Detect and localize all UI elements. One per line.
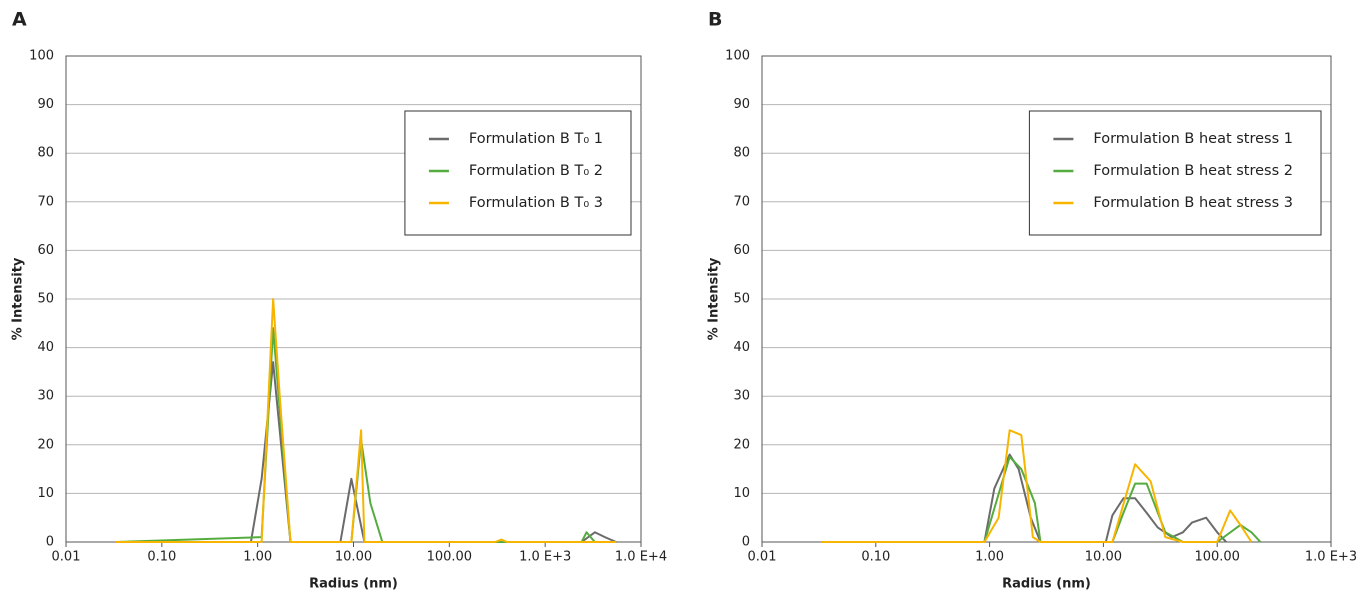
x-tick-label: 1.0 E+3 [1305,550,1356,565]
x-tick-label: 10.00 [335,550,372,565]
y-tick-label: 30 [37,389,54,404]
legend-label: Formulation B T₀ 1 [469,131,603,147]
x-tick-label: 1.0 E+3 [519,550,571,565]
series-line [115,327,617,543]
y-tick-label: 60 [37,243,54,258]
legend-box [1028,110,1322,236]
y-tick-label: 80 [733,146,750,161]
y-tick-label: 0 [46,535,54,550]
y-tick-label: 0 [742,535,750,550]
series-line [821,429,1253,543]
legend-label: Formulation B heat stress 1 [1093,131,1293,147]
x-tick-label: 0.10 [147,550,176,565]
x-tick-label: 100.00 [427,550,473,565]
legend-label: Formulation B T₀ 2 [469,163,603,179]
y-tick-label: 90 [37,97,54,112]
y-tick-label: 70 [733,194,750,209]
y-tick-label: 50 [733,292,750,307]
x-tick-label: 0.01 [748,550,777,565]
y-tick-label: 70 [37,194,54,209]
series-line [821,455,1262,543]
y-tick-label: 30 [733,389,750,404]
x-axis-title: Radius (nm) [1002,577,1091,592]
legend-label: Formulation B heat stress 2 [1093,163,1293,179]
x-tick-label: 1.0 E+4 [615,550,667,565]
series-line [115,298,617,543]
y-tick-label: 100 [29,49,54,64]
x-tick-label: 10.00 [1085,550,1122,565]
panel-label: B [708,9,722,31]
x-tick-label: 100.00 [1194,550,1240,565]
x-tick-label: 1.00 [975,550,1004,565]
y-tick-label: 10 [733,486,750,501]
y-tick-label: 80 [37,146,54,161]
y-tick-label: 20 [37,437,54,452]
y-axis-title: % Intensity [11,257,26,340]
x-tick-label: 0.01 [52,550,81,565]
series-line [821,453,1227,543]
panel-label: A [12,9,27,31]
plot-frame [65,55,642,543]
x-axis-title: Radius (nm) [309,577,398,592]
legend-box [404,110,632,236]
y-tick-label: 100 [725,49,750,64]
x-tick-label: 0.10 [861,550,890,565]
legend: Formulation B heat stress 1 Formulation B… [1028,110,1322,236]
y-tick-label: 60 [733,243,750,258]
legend: Formulation B T₀ 1 Formulation B T₀ 2 Form… [404,110,632,236]
legend-label: Formulation B T₀ 3 [469,195,603,211]
y-tick-label: 50 [37,292,54,307]
y-tick-label: 10 [37,486,54,501]
y-tick-label: 40 [733,340,750,355]
y-tick-label: 20 [733,437,750,452]
legend-label: Formulation B heat stress 3 [1093,195,1293,211]
x-tick-label: 1.00 [243,550,272,565]
y-tick-label: 90 [733,97,750,112]
y-tick-label: 40 [37,340,54,355]
y-axis-title: % Intensity [707,257,722,340]
series-line [115,361,617,543]
